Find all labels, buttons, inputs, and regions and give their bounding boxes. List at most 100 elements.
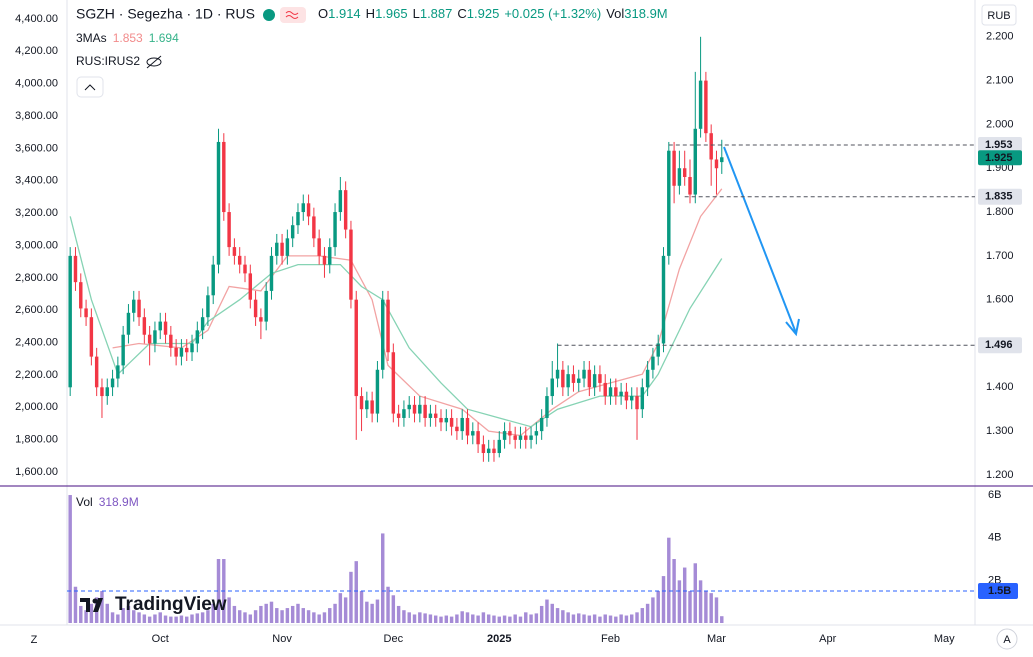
volume-bar <box>73 586 78 623</box>
volume-bar <box>651 597 655 623</box>
candle-body <box>682 168 687 178</box>
candle-body <box>322 255 327 265</box>
status-button[interactable] <box>280 7 306 23</box>
y2-tick-label: 3,400.00 <box>15 175 58 187</box>
level-label-box <box>978 188 1022 205</box>
candle-body <box>656 343 660 357</box>
candle-body <box>354 299 358 397</box>
volume-bar <box>100 591 104 623</box>
log-label: Z <box>31 634 38 646</box>
y2-tick-label: 2,200.00 <box>15 369 58 381</box>
candle-body <box>524 435 528 440</box>
volume-bar <box>137 612 141 623</box>
volume-bar <box>433 615 438 623</box>
currency-button[interactable] <box>981 4 1017 26</box>
hide-icon[interactable] <box>146 55 162 69</box>
volume-bar <box>285 608 290 623</box>
c-label: C <box>457 6 466 21</box>
volume-bar <box>248 614 253 623</box>
candle-body <box>704 80 708 134</box>
volume-bar <box>275 608 279 623</box>
candle-body <box>412 404 417 414</box>
candle-body <box>206 295 210 318</box>
candle-body <box>492 448 496 454</box>
trend-arrow[interactable] <box>723 146 800 337</box>
candle-body <box>640 387 645 410</box>
collapse-button[interactable] <box>76 76 104 98</box>
candle-body <box>667 150 671 256</box>
candle-body <box>608 387 613 397</box>
status-dot <box>263 9 275 21</box>
volume-bar <box>264 603 268 623</box>
candle-body <box>174 347 178 357</box>
volume-bar <box>381 533 385 623</box>
last-price-box <box>978 150 1022 166</box>
volume-bar <box>682 567 687 623</box>
candle-body <box>672 150 676 186</box>
x-tick-label: Feb <box>601 633 620 645</box>
l-label: L <box>413 6 420 21</box>
candle-body <box>333 212 337 248</box>
candle-body <box>651 356 655 370</box>
status-icon <box>285 11 299 19</box>
volume-bar <box>290 605 295 623</box>
volume-bar <box>672 559 676 623</box>
candle-body <box>428 413 433 418</box>
candle-body <box>645 369 650 388</box>
volume-bar <box>365 601 369 623</box>
candle-body <box>582 369 586 379</box>
collapse-icon <box>84 84 96 91</box>
y-tick-label: 1.700 <box>986 250 1014 262</box>
candle-body <box>423 404 427 418</box>
auto-button[interactable] <box>996 628 1018 650</box>
y2-tick-label: 1,600.00 <box>15 466 58 478</box>
y-tick-label: 2.100 <box>986 75 1014 87</box>
volume-bar <box>513 614 517 623</box>
candle-body <box>598 374 602 383</box>
level-label: 1.496 <box>985 339 1013 351</box>
volume-bar <box>301 608 305 623</box>
volume-bar <box>68 495 72 623</box>
o-label: O <box>318 6 328 21</box>
volume-bar <box>688 591 692 623</box>
volume-bar <box>508 616 512 623</box>
volume-bar <box>486 614 491 623</box>
auto-label: A <box>1003 634 1011 646</box>
volume-bar <box>677 580 682 623</box>
candle-body <box>317 238 321 256</box>
candle-body <box>497 439 502 454</box>
volume-bar <box>545 599 549 623</box>
candle-body <box>486 448 491 454</box>
candle-body <box>100 387 104 397</box>
volume-bar <box>259 605 263 623</box>
candle-body <box>248 273 253 300</box>
candle-body <box>534 431 539 436</box>
log-button[interactable] <box>24 630 44 648</box>
candle-body <box>116 365 120 379</box>
volume-bar <box>582 614 586 623</box>
candle-body <box>402 409 406 418</box>
volume-bar <box>296 603 300 623</box>
candle-body <box>126 312 131 335</box>
volume-bar <box>116 614 120 623</box>
volume-bar <box>142 614 147 623</box>
candle-body <box>550 378 554 397</box>
volume-bar <box>343 597 348 623</box>
volume-bar <box>147 616 152 623</box>
candle-body <box>222 141 226 213</box>
volume-bar <box>465 612 470 623</box>
candle-body <box>629 396 634 401</box>
candle-body <box>566 374 570 388</box>
candle-body <box>614 387 618 397</box>
y2-tick-label: 3,600.00 <box>15 142 58 154</box>
volume-bar <box>497 616 502 623</box>
volume-bar <box>349 571 353 623</box>
candle-body <box>185 347 189 353</box>
plot-area <box>68 36 724 623</box>
volume-bar <box>698 580 703 623</box>
ma-line <box>69 216 723 428</box>
last-price-label: 1.925 <box>985 152 1013 164</box>
volume-bar <box>317 614 321 623</box>
candle-body <box>169 334 173 348</box>
